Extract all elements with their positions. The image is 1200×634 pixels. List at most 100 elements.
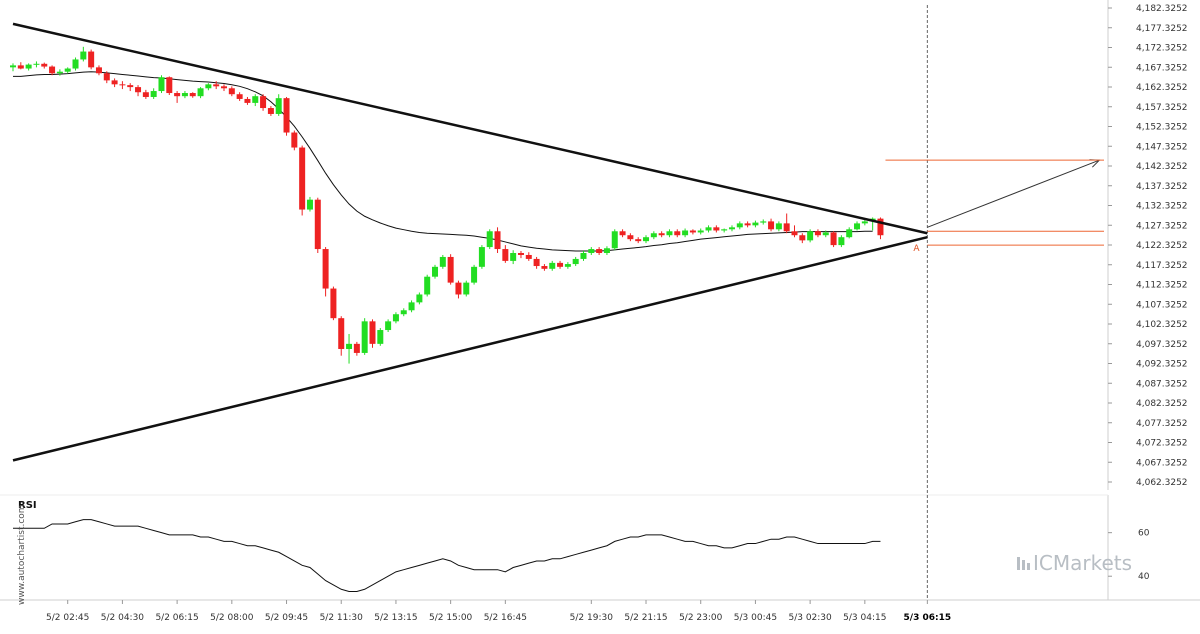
candle-body [103,73,110,81]
candle-up [760,219,767,225]
candle-body [666,231,673,236]
candle-up [728,225,735,232]
y-tick-label: 4,097.3252 [1136,340,1188,350]
candle-up [807,229,814,243]
candle-down [111,78,118,88]
candle-body [353,343,360,353]
candle-body [88,51,95,68]
candle-body [697,230,704,233]
candle-down [814,229,821,238]
candle-down [658,231,665,238]
candle-up [306,196,313,212]
y-tick-label: 4,087.3252 [1136,379,1188,389]
candle-up [181,91,188,99]
rsi-title: RSI [18,500,37,511]
rsi-tick-label: 60 [1138,529,1150,539]
candle-body [822,232,829,236]
candle-body [72,59,79,69]
candle-down [127,83,134,92]
candle-body [135,87,142,93]
candle-body [80,51,87,60]
candle-body [439,256,446,267]
candle-body [619,231,626,236]
candle-down [713,225,720,233]
candle-up [72,57,79,71]
candle-body [416,294,423,303]
candle-down [103,71,110,84]
candle-body [627,235,634,240]
candle-body [166,77,173,94]
candle-up [510,250,517,265]
y-tick-label: 4,062.3252 [1136,478,1188,488]
candle-body [361,321,368,353]
candle-up [377,328,384,346]
candle-up [392,312,399,324]
candle-up [33,61,40,68]
candle-down [353,341,360,356]
candle-body [56,71,63,74]
candle-up [752,220,759,228]
candle-body [142,92,149,97]
candle-body [385,321,392,331]
candle-down [291,130,298,151]
x-tick-label: 5/2 19:30 [570,613,614,623]
candle-body [236,94,243,99]
candle-body [392,314,399,322]
candle-down [221,84,228,92]
candle-body [299,147,306,210]
candle-body [760,221,767,223]
candle-down [494,227,501,253]
candle-body [181,93,188,97]
rsi-line [13,519,881,592]
candle-down [236,92,243,101]
x-tick-label: 5/2 04:30 [101,613,145,623]
candle-body [95,67,102,74]
candle-body [455,282,462,295]
candle-up [463,280,470,297]
candle-body [721,229,728,231]
candle-down [17,62,24,70]
candle-body [330,288,337,319]
candle-down [299,145,306,216]
moving-average-line [13,71,873,252]
candle-body [174,93,181,97]
candle-body [768,221,775,230]
candle-down [557,260,564,269]
candle-body [463,282,470,295]
candle-down [166,76,173,95]
candle-body [502,249,509,261]
candle-up [854,221,861,231]
candle-down [322,247,329,297]
candle-down [95,65,102,76]
candle-body [744,223,751,226]
candle-up [705,225,712,233]
candle-up [10,63,16,72]
candle-body [838,237,845,246]
brand-logo-icon [1017,557,1030,570]
current-time-label: 5/3 06:15 [904,613,952,623]
candle-down [635,237,642,244]
brand-name: ICMarkets [1033,551,1132,575]
candle-up [697,228,704,235]
candle-down [447,254,454,285]
candle-down [744,221,751,228]
candle-down [244,96,251,105]
candle-body [643,237,650,242]
candle-up [478,245,485,269]
candle-body [799,235,806,241]
candle-body [10,65,16,68]
x-tick-label: 5/3 04:15 [843,613,886,623]
candle-body [127,85,134,88]
candle-body [221,86,228,89]
candle-up [424,274,431,297]
candle-up [158,75,165,94]
candle-body [861,221,868,224]
candle-down [830,231,837,248]
candle-down [541,264,548,271]
candle-body [752,222,759,226]
candle-body [494,231,501,250]
candle-body [635,239,642,242]
candle-up [400,308,407,317]
candle-body [158,77,165,92]
